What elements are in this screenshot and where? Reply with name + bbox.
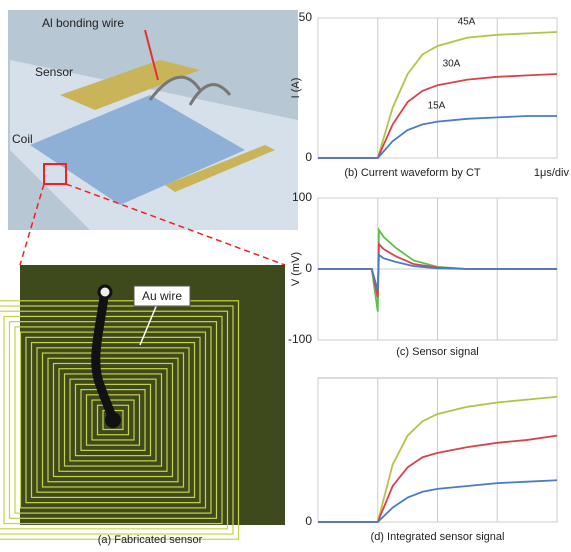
y-tick-label: 0 — [305, 514, 312, 528]
y-tick-label: 0 — [305, 150, 312, 164]
y-tick-label: 0 — [305, 261, 312, 275]
y-axis-label: V (mV) — [290, 252, 302, 286]
series-label: 15A — [428, 101, 446, 112]
caption: (a) Fabricated sensor — [98, 534, 203, 546]
y-tick-label: -100 — [288, 332, 312, 346]
photo-label: Al bonding wire — [42, 16, 124, 30]
series-label: 30A — [443, 59, 461, 70]
caption: (d) Integrated sensor signal — [371, 531, 505, 543]
photo-label: Coil — [12, 132, 33, 146]
caption: (c) Sensor signal — [396, 346, 479, 358]
caption: (b) Current waveform by CT — [344, 167, 481, 179]
figure: Al bonding wire Sensor Coil Au wire (a) … — [0, 0, 571, 552]
pad — [99, 286, 111, 298]
coil-photo: Au wire — [0, 265, 285, 539]
pad — [105, 412, 121, 428]
series-label: 45A — [458, 17, 476, 28]
y-tick-label: 50 — [299, 10, 313, 24]
photo-label: Au wire — [142, 289, 182, 303]
y-tick-label: 100 — [292, 190, 312, 204]
x-unit-label: 1μs/div — [534, 167, 570, 179]
y-axis-label: I (A) — [290, 78, 302, 99]
sensor-photo: Al bonding wire Sensor Coil — [8, 10, 298, 230]
photo-label: Sensor — [35, 65, 73, 79]
